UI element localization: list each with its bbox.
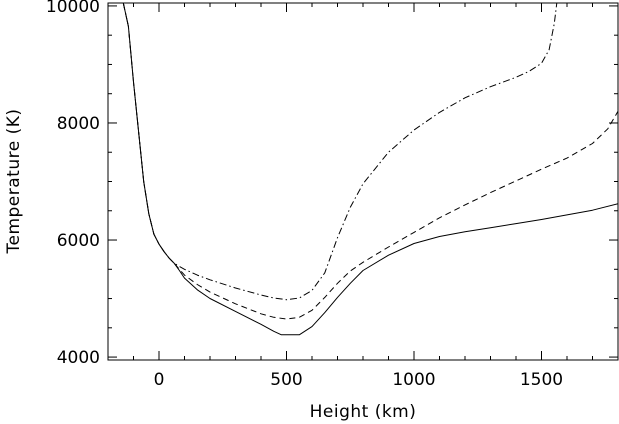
x-tick-label: 1000 (392, 370, 435, 390)
y-tick-label: 6000 (57, 231, 100, 251)
plot-frame (107, 2, 619, 361)
x-tick-label: 1500 (520, 370, 563, 390)
x-axis-title: Height (km) (310, 402, 417, 422)
series-layer (122, 3, 618, 336)
y-tick-label: 4000 (57, 348, 100, 368)
series-line-dashed (122, 3, 618, 320)
x-tick-label: 0 (154, 370, 165, 390)
series-line-solid (122, 3, 618, 336)
x-tick-label: 500 (270, 370, 302, 390)
series-line-dashdot (122, 3, 558, 301)
y-tick-label: 10000 (46, 0, 100, 17)
y-tick-label: 8000 (57, 114, 100, 134)
tick-layer: 0 500 1000 1500 4000 6000 8000 10000 (46, 0, 619, 390)
y-axis-title: Temperature (K) (4, 108, 24, 254)
